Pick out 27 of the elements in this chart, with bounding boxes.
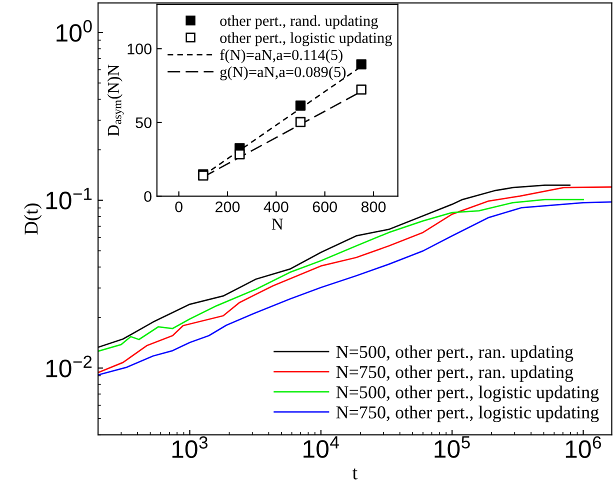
x-tick-label: 200 — [216, 201, 240, 212]
x-tick-label: 0 — [175, 201, 182, 212]
x-axis-title: t — [352, 468, 358, 480]
y-tick-label: 10$^{−1}$ — [46, 188, 92, 210]
legend-label: g(N)=aN,a=0.089(5) — [220, 66, 346, 80]
legend-label: N=750, other pert., logistic updating — [336, 406, 599, 422]
x-tick-label: 10$^{4}$ — [304, 436, 339, 458]
x-axis-title: N — [272, 218, 284, 230]
x-tick-label: 10$^{3}$ — [172, 436, 208, 458]
legend-label: N=500, other pert., logistic updating — [336, 386, 599, 402]
y-tick-label: 100 — [128, 44, 152, 54]
legend-label: other pert., logistic updating — [220, 32, 392, 46]
legend-label: f(N)=aN,a=0.114(5) — [220, 49, 342, 64]
y-axis-title: D$_{asym}$(N)N — [107, 64, 124, 136]
y-tick-label: 50 — [136, 117, 152, 128]
legend-label: other pert., rand. updating — [220, 15, 378, 30]
x-tick-label: 10$^{6}$ — [566, 436, 601, 458]
legend-label: N=500, other pert., ran. updating — [336, 345, 574, 362]
x-tick-label: 600 — [312, 201, 337, 212]
x-tick-label: 400 — [264, 201, 288, 212]
y-tick-label: 10$^{0}$ — [56, 20, 92, 42]
legend-label: N=750, other pert., ran. updating — [336, 365, 574, 382]
y-tick-label: 0 — [144, 191, 152, 202]
x-tick-label: 800 — [361, 201, 386, 212]
x-tick-label: 10$^{5}$ — [434, 436, 470, 458]
y-tick-label: 10$^{−2}$ — [46, 356, 92, 378]
y-axis-title: D(t) — [24, 204, 42, 235]
